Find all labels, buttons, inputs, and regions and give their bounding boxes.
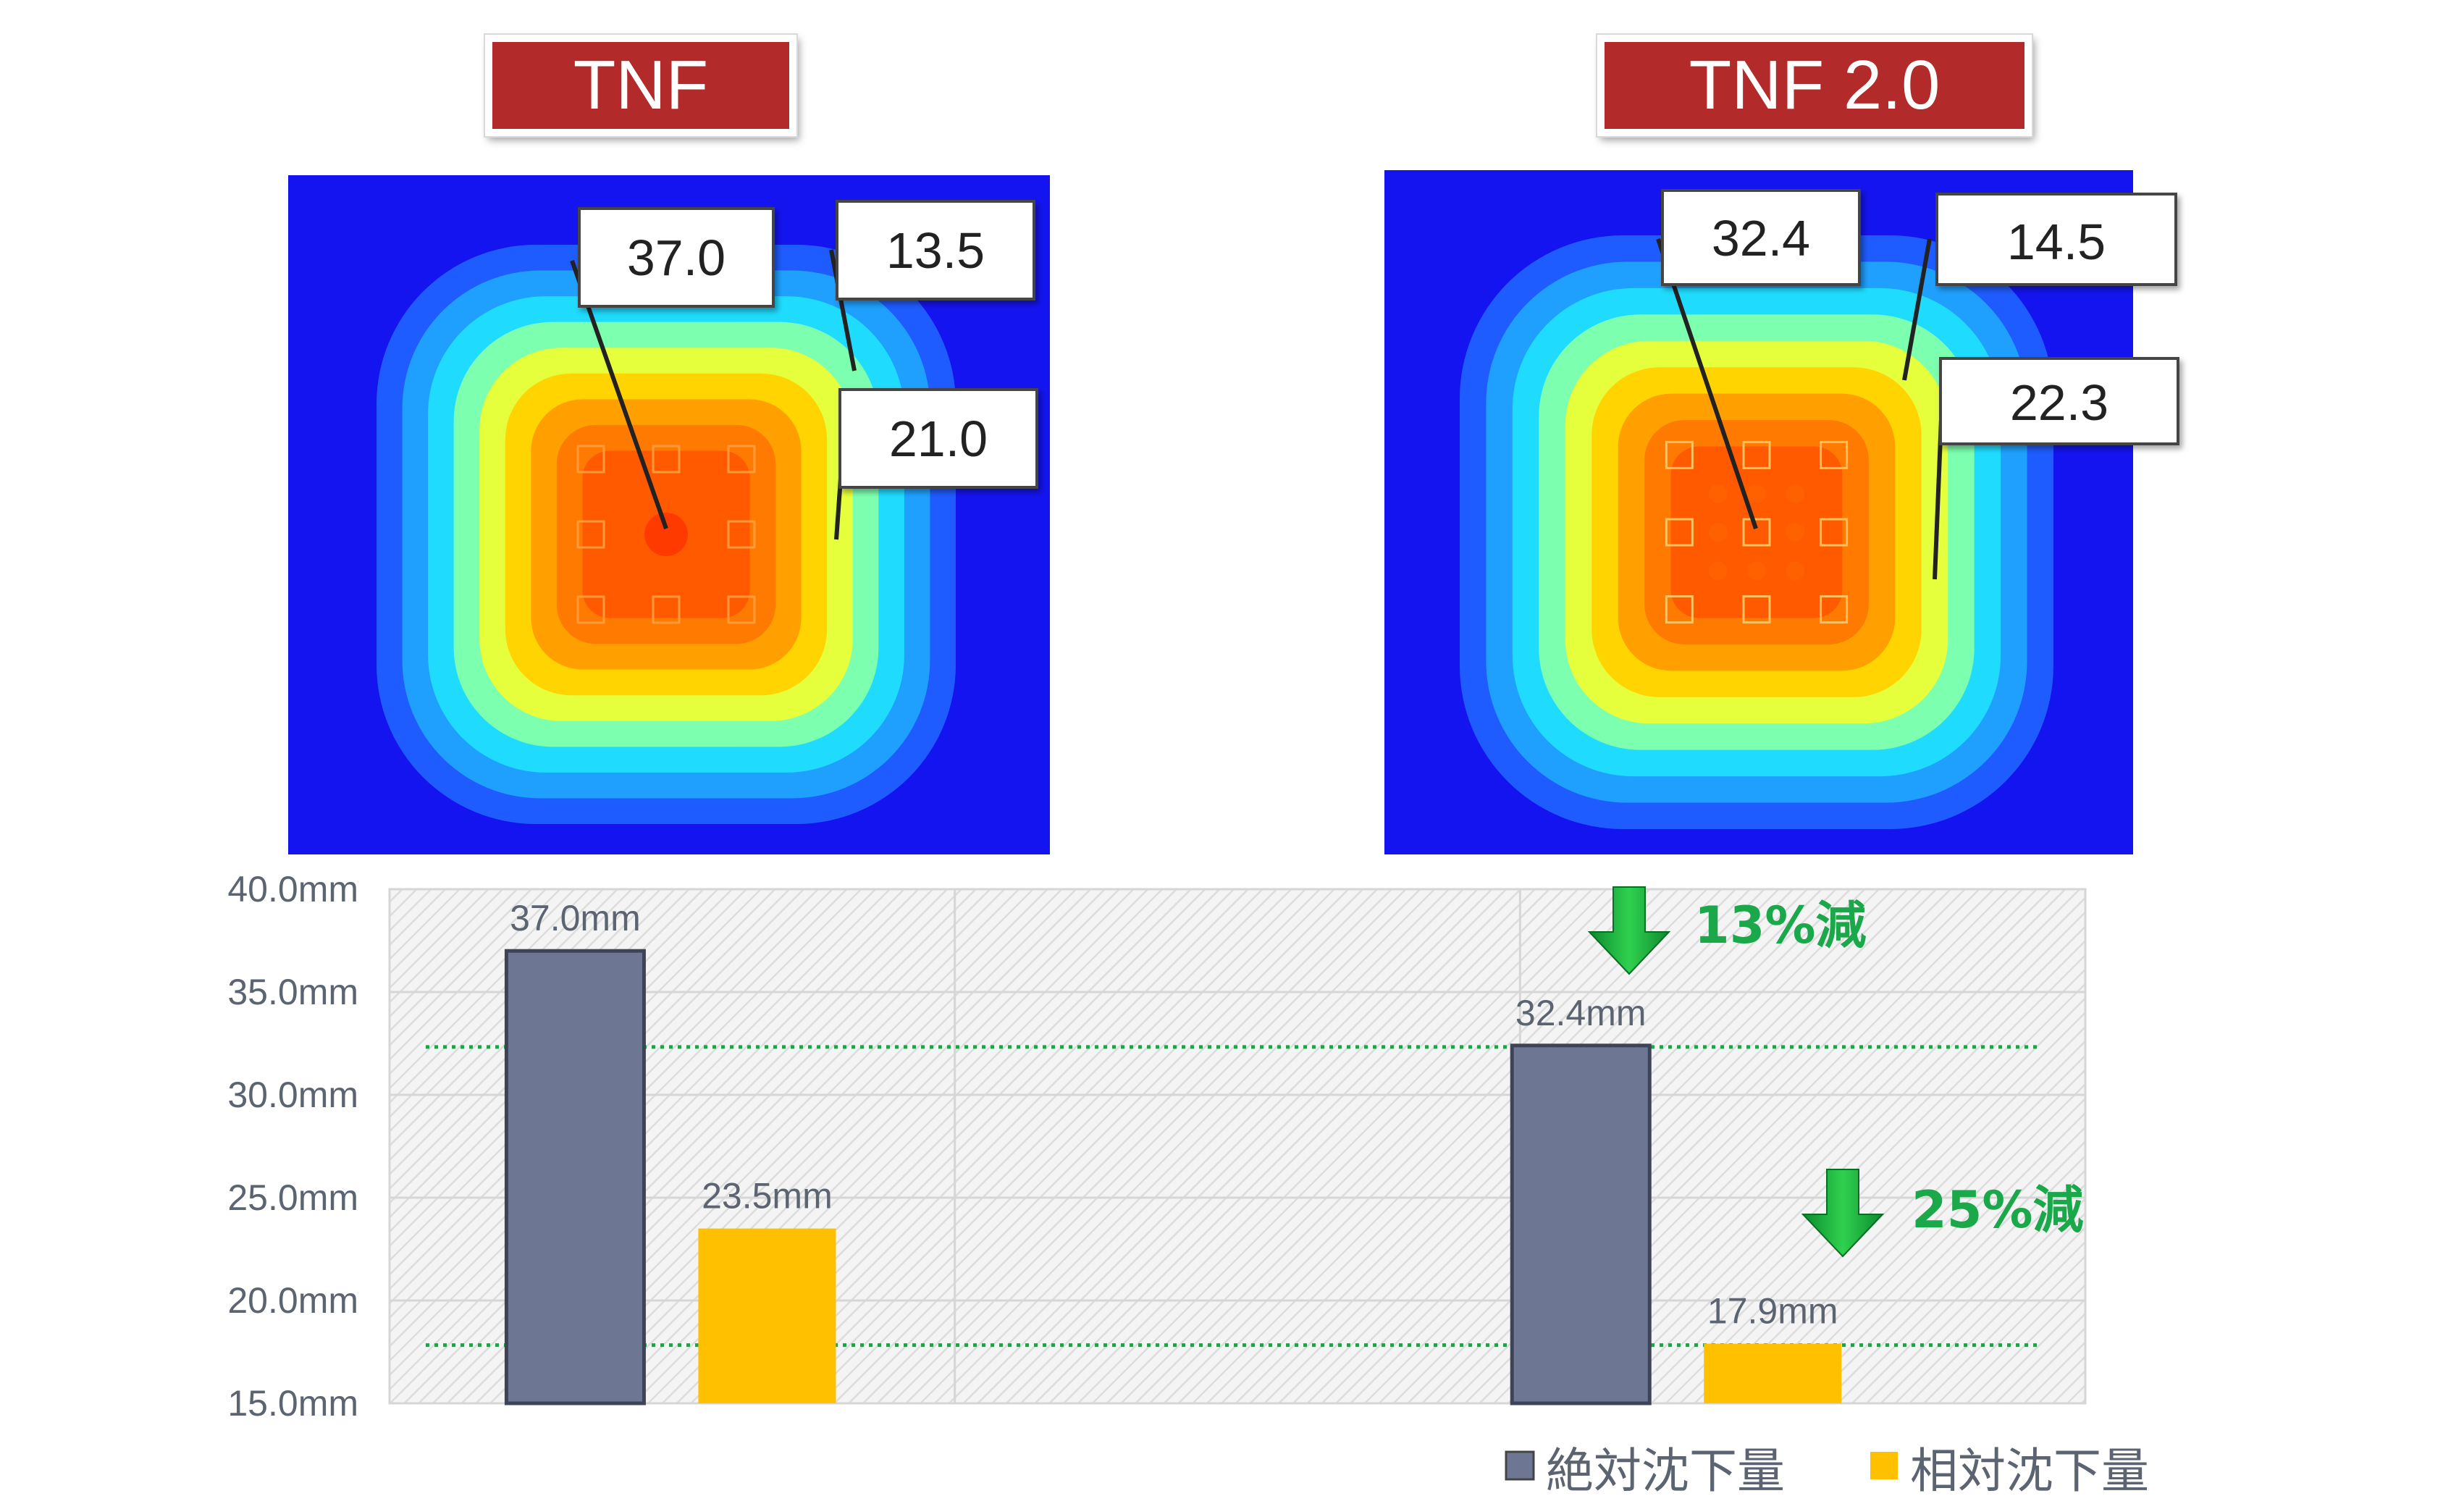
callout-corner-value: 14.5 <box>2007 214 2106 270</box>
pile-marker <box>1665 595 1694 624</box>
title-tnf: TNF <box>484 33 798 138</box>
data-labels: 37.0mm 32.4mm 23.5mm 17.9mm <box>510 898 1838 1331</box>
callout-right-group: 32.4 14.5 22.3 <box>1656 189 2179 580</box>
hotspot <box>1708 484 1728 503</box>
hotspot <box>1786 484 1805 503</box>
callout-center-value: 32.4 <box>1712 210 1810 266</box>
pile-marker <box>652 445 681 474</box>
y-tick-label: 30.0mm <box>227 1075 358 1115</box>
leader-line <box>829 249 857 371</box>
pile-marker <box>576 520 605 549</box>
callout-left-group: 37.0 13.5 21.0 <box>570 200 1038 540</box>
pile-marker <box>1820 595 1849 624</box>
y-tick-label: 20.0mm <box>227 1280 358 1321</box>
title-tnf2: TNF 2.0 <box>1596 33 2033 138</box>
pile-marker <box>576 445 605 474</box>
hotspot <box>1786 561 1805 581</box>
pile-marker <box>727 520 756 549</box>
data-label: 32.4mm <box>1515 993 1647 1033</box>
legend-label-absolute: 絶対沈下量 <box>1546 1443 1785 1496</box>
bar-relative <box>1704 1343 1842 1403</box>
callout-box <box>1935 193 2177 286</box>
pile-marker <box>1665 440 1694 469</box>
reduction-label: 13%減 <box>1694 896 1867 955</box>
hotspot <box>1747 484 1766 503</box>
pile-marker <box>727 595 756 624</box>
pile-marker <box>1742 440 1771 469</box>
callout-box <box>578 207 775 308</box>
data-label: 37.0mm <box>510 898 641 938</box>
hotspot <box>1708 561 1728 581</box>
callout-box <box>836 200 1035 301</box>
y-axis-ticks: 40.0mm 35.0mm 30.0mm 25.0mm 20.0mm 15.0mm <box>227 869 358 1424</box>
heatmap-tnf <box>288 175 1050 854</box>
callout-edge-value: 21.0 <box>889 411 988 467</box>
pile-marker <box>1665 518 1694 547</box>
legend-swatch-absolute <box>1505 1450 1535 1481</box>
pile-marker <box>1820 440 1849 469</box>
gridlines <box>390 888 2085 1405</box>
hotspot <box>1708 523 1728 542</box>
legend: 絶対沈下量 相対沈下量 <box>1505 1443 2149 1496</box>
reduction-annotations: 13%減 25%減 <box>1587 886 2084 1258</box>
hotspot <box>1747 561 1766 581</box>
down-arrow-icon <box>1587 886 1671 975</box>
down-arrow-icon <box>1801 1169 1885 1258</box>
legend-swatch-relative <box>1870 1452 1898 1479</box>
y-tick-label: 40.0mm <box>227 869 358 909</box>
data-label: 23.5mm <box>702 1176 833 1216</box>
pile-marker <box>1742 518 1771 547</box>
pile-marker <box>1820 518 1849 547</box>
pile-marker <box>727 445 756 474</box>
callout-box <box>1939 357 2179 445</box>
hotspot <box>1786 523 1805 542</box>
leader-line <box>1902 238 1932 381</box>
callout-corner-value: 13.5 <box>886 222 985 279</box>
pile-marker <box>1742 595 1771 624</box>
leader-line <box>1656 238 1758 529</box>
legend-label-relative: 相対沈下量 <box>1910 1443 2149 1496</box>
settlement-bar-chart: 40.0mm 35.0mm 30.0mm 25.0mm 20.0mm 15.0mm 37.… <box>227 869 2087 1424</box>
data-label: 17.9mm <box>1707 1291 1838 1332</box>
y-tick-label: 35.0mm <box>227 972 358 1012</box>
y-tick-label: 15.0mm <box>227 1383 358 1424</box>
callout-box <box>838 388 1038 489</box>
bars <box>504 949 1842 1405</box>
reduction-label: 25%減 <box>1912 1180 2084 1240</box>
callout-center-value: 37.0 <box>627 230 726 286</box>
bar-absolute <box>1510 1043 1652 1405</box>
heatmap-contour <box>1670 446 1843 618</box>
peak-spot <box>644 513 688 556</box>
callout-box <box>1661 189 1861 286</box>
y-tick-label: 25.0mm <box>227 1177 358 1218</box>
callout-edge-value: 22.3 <box>2010 374 2108 431</box>
pile-marker <box>576 595 605 624</box>
pile-marker <box>652 595 681 624</box>
bar-absolute <box>504 949 646 1405</box>
bar-relative <box>698 1228 836 1403</box>
